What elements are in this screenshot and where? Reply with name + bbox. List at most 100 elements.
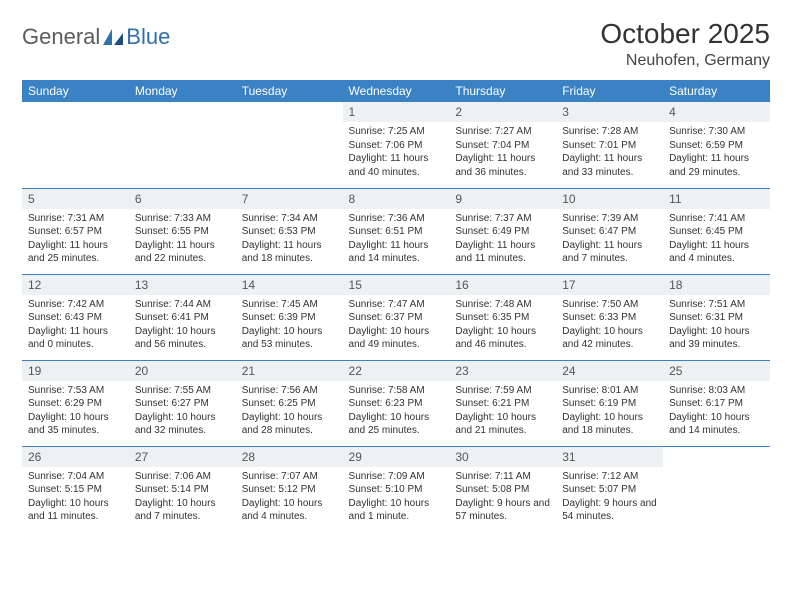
sunrise-line: Sunrise: 7:09 AM (349, 470, 444, 484)
sunrise-line: Sunrise: 7:25 AM (349, 125, 444, 139)
daylight-line: Daylight: 10 hours and 11 minutes. (28, 497, 123, 524)
day-number: 1 (343, 102, 450, 122)
calendar-cell: 15Sunrise: 7:47 AMSunset: 6:37 PMDayligh… (343, 274, 450, 360)
sunset-line: Sunset: 6:29 PM (28, 397, 123, 411)
sunset-line: Sunset: 6:35 PM (455, 311, 550, 325)
day-number: 14 (236, 275, 343, 295)
calendar-table: Sunday Monday Tuesday Wednesday Thursday… (22, 80, 770, 532)
daylight-line: Daylight: 10 hours and 56 minutes. (135, 325, 230, 352)
calendar-cell: 24Sunrise: 8:01 AMSunset: 6:19 PMDayligh… (556, 360, 663, 446)
day-number: 10 (556, 189, 663, 209)
calendar-cell: 13Sunrise: 7:44 AMSunset: 6:41 PMDayligh… (129, 274, 236, 360)
sunrise-line: Sunrise: 7:51 AM (669, 298, 764, 312)
calendar-cell: 22Sunrise: 7:58 AMSunset: 6:23 PMDayligh… (343, 360, 450, 446)
calendar-cell: 2Sunrise: 7:27 AMSunset: 7:04 PMDaylight… (449, 102, 556, 188)
calendar-cell: 21Sunrise: 7:56 AMSunset: 6:25 PMDayligh… (236, 360, 343, 446)
sunset-line: Sunset: 6:57 PM (28, 225, 123, 239)
daylight-line: Daylight: 10 hours and 18 minutes. (562, 411, 657, 438)
calendar-cell: 12Sunrise: 7:42 AMSunset: 6:43 PMDayligh… (22, 274, 129, 360)
sunset-line: Sunset: 5:07 PM (562, 483, 657, 497)
day-number: 23 (449, 361, 556, 381)
day-number: 26 (22, 447, 129, 467)
sunrise-line: Sunrise: 7:04 AM (28, 470, 123, 484)
day-number: 21 (236, 361, 343, 381)
calendar-cell: 23Sunrise: 7:59 AMSunset: 6:21 PMDayligh… (449, 360, 556, 446)
sunrise-line: Sunrise: 7:41 AM (669, 212, 764, 226)
day-number: 20 (129, 361, 236, 381)
sunset-line: Sunset: 6:33 PM (562, 311, 657, 325)
sunset-line: Sunset: 7:01 PM (562, 139, 657, 153)
location-label: Neuhofen, Germany (600, 52, 770, 70)
logo-sail-icon (103, 29, 123, 45)
sunrise-line: Sunrise: 7:33 AM (135, 212, 230, 226)
sunrise-line: Sunrise: 8:03 AM (669, 384, 764, 398)
daylight-line: Daylight: 11 hours and 40 minutes. (349, 152, 444, 179)
day-number: 3 (556, 102, 663, 122)
day-header: Friday (556, 80, 663, 102)
day-number: 8 (343, 189, 450, 209)
calendar-cell (236, 102, 343, 188)
day-number: 22 (343, 361, 450, 381)
calendar-week-row: 26Sunrise: 7:04 AMSunset: 5:15 PMDayligh… (22, 446, 770, 532)
calendar-week-row: 1Sunrise: 7:25 AMSunset: 7:06 PMDaylight… (22, 102, 770, 188)
sunset-line: Sunset: 7:06 PM (349, 139, 444, 153)
sunrise-line: Sunrise: 7:55 AM (135, 384, 230, 398)
sunset-line: Sunset: 6:37 PM (349, 311, 444, 325)
sunset-line: Sunset: 5:10 PM (349, 483, 444, 497)
day-number: 13 (129, 275, 236, 295)
calendar-body: 1Sunrise: 7:25 AMSunset: 7:06 PMDaylight… (22, 102, 770, 532)
daylight-line: Daylight: 10 hours and 7 minutes. (135, 497, 230, 524)
sunrise-line: Sunrise: 7:45 AM (242, 298, 337, 312)
daylight-line: Daylight: 10 hours and 21 minutes. (455, 411, 550, 438)
sunset-line: Sunset: 6:45 PM (669, 225, 764, 239)
calendar-cell (663, 446, 770, 532)
calendar-cell: 16Sunrise: 7:48 AMSunset: 6:35 PMDayligh… (449, 274, 556, 360)
sunset-line: Sunset: 5:14 PM (135, 483, 230, 497)
day-header: Thursday (449, 80, 556, 102)
sunrise-line: Sunrise: 7:37 AM (455, 212, 550, 226)
sunrise-line: Sunrise: 7:30 AM (669, 125, 764, 139)
sunrise-line: Sunrise: 7:42 AM (28, 298, 123, 312)
title-block: October 2025 Neuhofen, Germany (600, 18, 770, 70)
daylight-line: Daylight: 10 hours and 42 minutes. (562, 325, 657, 352)
calendar-cell: 26Sunrise: 7:04 AMSunset: 5:15 PMDayligh… (22, 446, 129, 532)
sunset-line: Sunset: 7:04 PM (455, 139, 550, 153)
sunset-line: Sunset: 6:31 PM (669, 311, 764, 325)
sunset-line: Sunset: 6:51 PM (349, 225, 444, 239)
calendar-cell: 8Sunrise: 7:36 AMSunset: 6:51 PMDaylight… (343, 188, 450, 274)
day-number: 27 (129, 447, 236, 467)
sunrise-line: Sunrise: 7:53 AM (28, 384, 123, 398)
sunrise-line: Sunrise: 7:48 AM (455, 298, 550, 312)
sunset-line: Sunset: 6:25 PM (242, 397, 337, 411)
sunset-line: Sunset: 6:23 PM (349, 397, 444, 411)
sunrise-line: Sunrise: 7:36 AM (349, 212, 444, 226)
sunrise-line: Sunrise: 7:47 AM (349, 298, 444, 312)
day-number: 4 (663, 102, 770, 122)
calendar-cell (129, 102, 236, 188)
day-header-row: Sunday Monday Tuesday Wednesday Thursday… (22, 80, 770, 102)
daylight-line: Daylight: 10 hours and 53 minutes. (242, 325, 337, 352)
calendar-cell: 10Sunrise: 7:39 AMSunset: 6:47 PMDayligh… (556, 188, 663, 274)
sunrise-line: Sunrise: 7:50 AM (562, 298, 657, 312)
day-number: 17 (556, 275, 663, 295)
day-number: 7 (236, 189, 343, 209)
logo-text-blue: Blue (126, 24, 170, 50)
daylight-line: Daylight: 10 hours and 35 minutes. (28, 411, 123, 438)
day-number: 16 (449, 275, 556, 295)
calendar-cell: 30Sunrise: 7:11 AMSunset: 5:08 PMDayligh… (449, 446, 556, 532)
calendar-cell: 9Sunrise: 7:37 AMSunset: 6:49 PMDaylight… (449, 188, 556, 274)
day-number: 11 (663, 189, 770, 209)
sunrise-line: Sunrise: 7:59 AM (455, 384, 550, 398)
calendar-cell: 31Sunrise: 7:12 AMSunset: 5:07 PMDayligh… (556, 446, 663, 532)
day-number: 19 (22, 361, 129, 381)
calendar-cell: 29Sunrise: 7:09 AMSunset: 5:10 PMDayligh… (343, 446, 450, 532)
sunrise-line: Sunrise: 7:34 AM (242, 212, 337, 226)
month-title: October 2025 (600, 18, 770, 50)
sunrise-line: Sunrise: 7:07 AM (242, 470, 337, 484)
day-header: Tuesday (236, 80, 343, 102)
calendar-cell: 27Sunrise: 7:06 AMSunset: 5:14 PMDayligh… (129, 446, 236, 532)
daylight-line: Daylight: 11 hours and 33 minutes. (562, 152, 657, 179)
sunrise-line: Sunrise: 7:58 AM (349, 384, 444, 398)
sunrise-line: Sunrise: 7:39 AM (562, 212, 657, 226)
sunset-line: Sunset: 6:49 PM (455, 225, 550, 239)
